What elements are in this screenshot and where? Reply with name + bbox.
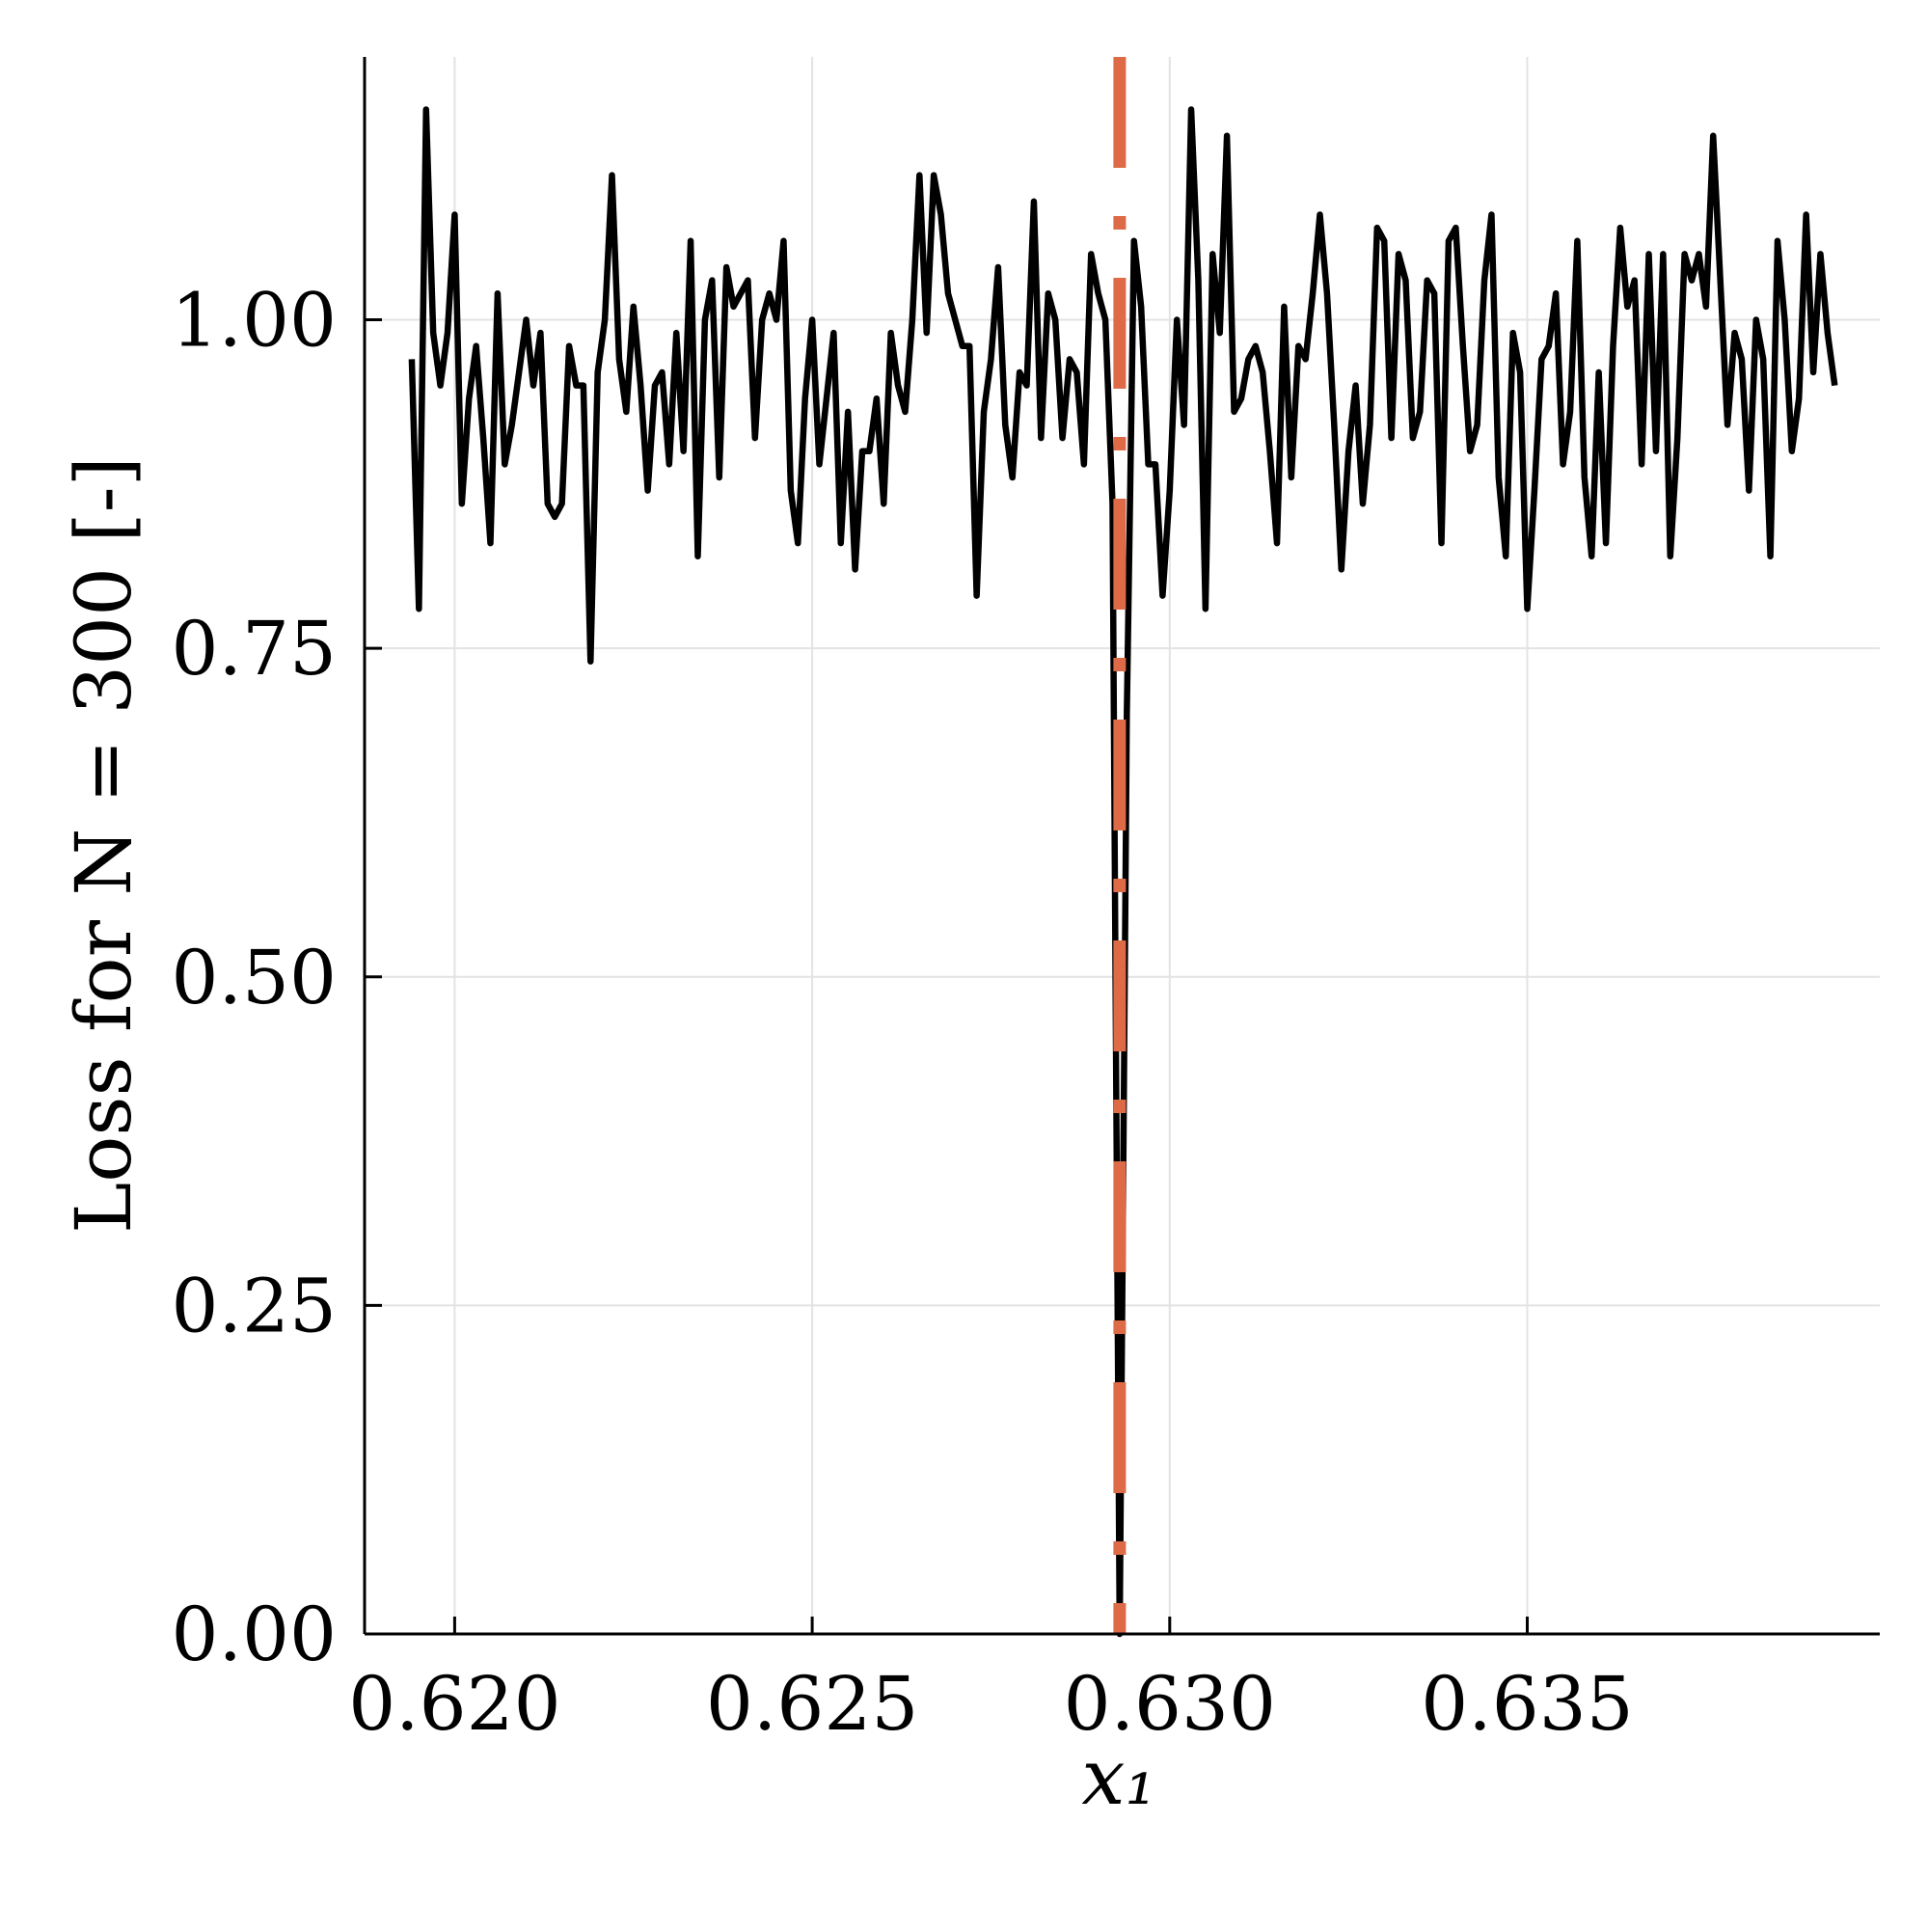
x-tick-label: 0.625: [706, 1662, 918, 1748]
x-tick-label: 0.630: [1064, 1662, 1276, 1748]
y-tick-label: 1.00: [172, 279, 337, 365]
y-tick-label: 0.25: [172, 1264, 337, 1349]
plot-area: [408, 57, 1838, 1638]
x-tick-label: 0.620: [348, 1662, 560, 1748]
y-tick-label: 0.50: [172, 936, 337, 1021]
x-tick-label: 0.635: [1421, 1662, 1633, 1748]
y-tick-label: 0.00: [172, 1592, 337, 1678]
y-tick-label: 0.75: [172, 607, 337, 693]
x-axis-label: x₁: [1081, 1732, 1155, 1822]
y-axis-label: Loss for N = 300 [-]: [59, 456, 149, 1234]
